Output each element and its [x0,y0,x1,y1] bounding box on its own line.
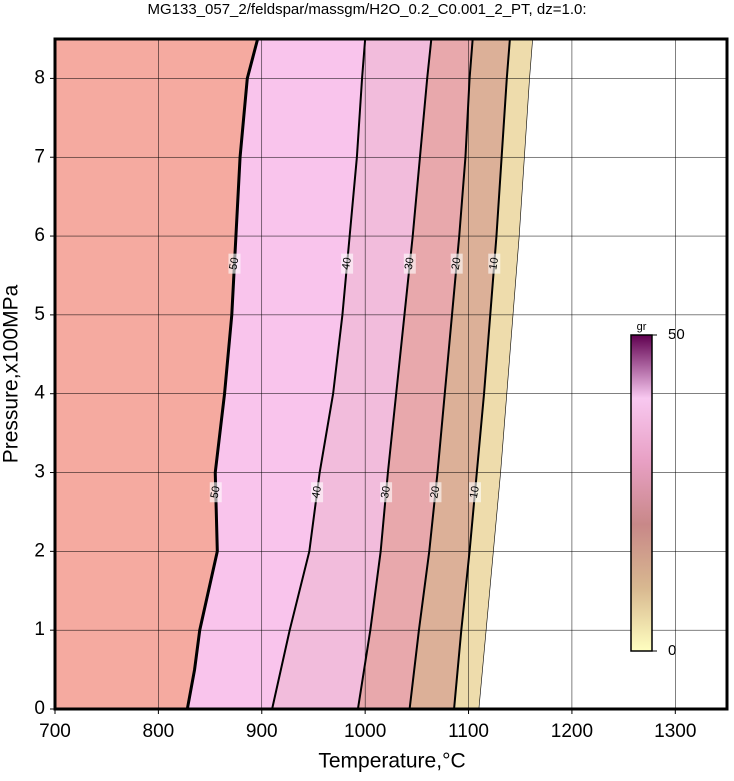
contour-label: 40 [340,257,354,271]
contour-line [271,38,367,710]
label-bg [429,482,442,503]
contour-line [408,38,474,710]
contour-label: 50 [209,485,223,499]
y-axis-label: Pressure,x100MPa [0,284,23,463]
colorbar-tick-label: 0 [668,642,676,659]
contour-band [357,39,473,709]
contour-line [453,38,511,710]
contour-band [187,39,366,709]
label-bg [380,482,393,503]
contour-label: 30 [379,485,393,499]
contour-label: 10 [487,257,501,271]
chart-title: MG133_057_2/feldspar/massgm/H2O_0.2_C0.0… [147,1,586,18]
contour-line [356,38,433,710]
x-tick-label: 1300 [654,721,696,742]
label-bg [341,253,354,274]
label-bg [488,253,501,274]
y-tick-label: 7 [34,146,45,167]
contour-band [409,39,510,709]
x-tick-label: 1200 [551,721,593,742]
label-bg [209,482,222,503]
y-tick-label: 0 [34,698,45,719]
y-tick-label: 1 [34,619,45,640]
label-bg [469,482,481,503]
plot-frame [53,37,729,711]
contour-band [272,39,432,709]
y-tick-label: 8 [34,67,45,88]
contour-label: 50 [227,257,241,271]
label-bg [450,253,463,274]
contour-label: 20 [450,257,464,271]
x-tick-label: 1100 [448,721,489,742]
y-tick-label: 4 [34,383,45,404]
y-tick-label: 5 [34,304,45,325]
contour-label: 20 [428,485,442,499]
colorbar-tick-label: 50 [668,326,685,343]
y-tick-label: 2 [34,540,45,561]
x-tick-label: 700 [39,721,71,742]
y-tick-label: 6 [34,225,45,246]
contour-band [454,39,533,709]
label-bg [311,482,324,503]
label-bg [228,253,241,274]
contour-label: 10 [468,485,482,499]
contour-label: 30 [403,257,417,271]
label-bg [403,253,416,274]
x-axis-label: Temperature,°C [318,750,465,773]
x-tick-label: 800 [143,721,175,742]
contour-line [478,38,533,710]
x-tick-label: 900 [246,721,278,742]
x-tick-label: 1000 [344,721,386,742]
y-tick-label: 3 [34,462,45,483]
phase-region [55,39,258,709]
colorbar [630,334,653,652]
contour-label: 40 [310,485,324,499]
colorbar-label: gr [637,321,647,333]
